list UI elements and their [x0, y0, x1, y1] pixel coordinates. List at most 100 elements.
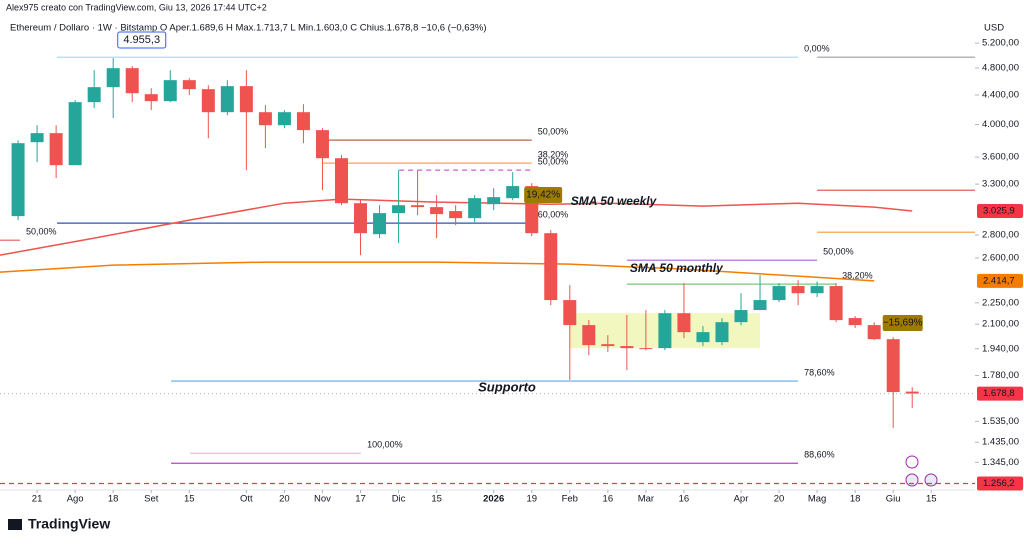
x-tick-label: 21 [32, 494, 43, 505]
price-tag [977, 273, 1023, 288]
candle-body [715, 322, 729, 343]
x-tick-label: Feb [562, 494, 578, 505]
annotation-box [882, 315, 923, 331]
event-icon [905, 455, 919, 469]
price-tag-label: 1.256,2 [983, 478, 1015, 489]
y-tick-label: 1.535,00 [982, 416, 1019, 427]
candle-body [791, 286, 805, 294]
y-tick-label: 3.600,00 [982, 152, 1019, 163]
candle-body [810, 286, 824, 294]
candle-body [11, 143, 25, 217]
x-tick-label: 15 [926, 494, 937, 505]
candle-body [201, 89, 215, 113]
candle-body [696, 332, 710, 343]
annotation: −15,69% [883, 318, 923, 329]
y-tick-label: 1.780,00 [982, 370, 1019, 381]
annotation-box [524, 187, 563, 203]
candle-body [49, 133, 63, 166]
candle-body [296, 112, 310, 131]
candle-body [68, 102, 82, 166]
candle-body [449, 211, 463, 219]
author-line: Alex975 creato con TradingView.com, Giu … [6, 2, 267, 12]
level-label: 50,00% [26, 227, 57, 237]
annotation: SMA 50 weekly [571, 194, 658, 208]
y-tick-label: 2.800,00 [982, 230, 1019, 241]
candle-body [582, 325, 596, 346]
candle-body [563, 300, 577, 326]
candle-body [163, 80, 177, 102]
candle-body [506, 186, 520, 199]
price-tag [977, 386, 1023, 401]
sma-line [0, 261, 875, 282]
y-tick-label: 1.940,00 [982, 343, 1019, 354]
x-tick-label: Set [144, 494, 159, 505]
candle-body [829, 286, 843, 321]
candle-body [30, 133, 44, 143]
candle-body [639, 348, 653, 350]
annotation: Supporto [478, 379, 536, 394]
candle-body [677, 313, 691, 333]
candle-body [905, 391, 919, 394]
price-tag-label: 1.678,8 [983, 388, 1015, 399]
candle-body [734, 310, 748, 323]
candle-body [315, 130, 329, 159]
candle-body [620, 346, 634, 349]
level-label: 38,20% [538, 150, 569, 160]
y-tick-label: 2.250,00 [982, 297, 1019, 308]
annotation: SMA 50 monthly [630, 261, 724, 275]
logo-text: TradingView [28, 516, 110, 532]
candle-body [125, 68, 139, 94]
x-tick-label: 18 [850, 494, 861, 505]
candle-body [867, 325, 881, 340]
candle-body [182, 80, 196, 90]
price-tag-label: 3.025,9 [983, 206, 1015, 217]
x-tick-label: Mar [638, 494, 654, 505]
level-label: 50,00% [538, 157, 569, 167]
price-tag [977, 476, 1023, 491]
x-tick-label: 15 [184, 494, 195, 505]
candle-body [772, 286, 786, 301]
candle-body [848, 318, 862, 326]
x-tick-label: Ott [240, 494, 253, 505]
x-tick-label: 20 [774, 494, 785, 505]
x-tick-label: 16 [603, 494, 614, 505]
y-tick-label: 2.600,00 [982, 253, 1019, 264]
annotation-box [117, 31, 167, 49]
symbol-line: Ethereum / Dollaro · 1W · Bitstamp O Ape… [10, 23, 486, 34]
level-label: 100,00% [367, 440, 403, 450]
y-tick-label: 4.800,00 [982, 62, 1019, 73]
candle-body [886, 339, 900, 393]
annotation: 4.955,3 [123, 34, 160, 46]
x-tick-label: Dic [392, 494, 406, 505]
candle-body [468, 198, 482, 219]
level-label: 60,00% [538, 209, 569, 219]
level-label: 0,00% [804, 44, 830, 54]
level-label: 50,00% [823, 247, 854, 257]
candle-body [258, 112, 272, 126]
x-tick-label: 18 [108, 494, 119, 505]
candle-body [601, 344, 615, 347]
y-tick-label: 5.200,00 [982, 38, 1019, 49]
x-tick-label: 2026 [483, 494, 504, 505]
candle-body [430, 207, 444, 215]
x-tick-label: 15 [431, 494, 442, 505]
y-tick-label: 1.345,00 [982, 457, 1019, 468]
candle-body [239, 86, 253, 113]
x-tick-label: Nov [314, 494, 331, 505]
x-tick-label: Ago [67, 494, 84, 505]
candle-body [392, 205, 406, 214]
x-tick-label: Giu [886, 494, 901, 505]
x-tick-label: 19 [526, 494, 537, 505]
x-tick-label: Apr [734, 494, 749, 505]
x-tick-label: Mag [808, 494, 826, 505]
y-tick-label: 3.300,00 [982, 179, 1019, 190]
x-tick-label: 20 [279, 494, 290, 505]
event-icon [924, 473, 938, 487]
x-tick-label: 17 [355, 494, 366, 505]
candle-body [487, 197, 501, 205]
price-tag-label: 2.414,7 [983, 275, 1015, 286]
candle-body [334, 158, 348, 204]
price-tag [977, 203, 1023, 218]
currency: USD [984, 23, 1004, 34]
candle-body [354, 203, 368, 234]
